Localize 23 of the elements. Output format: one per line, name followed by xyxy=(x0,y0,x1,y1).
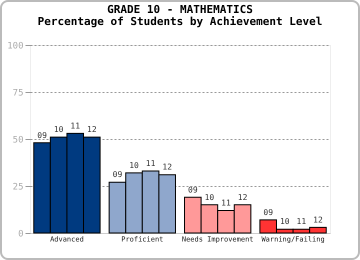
text: 11 xyxy=(146,158,156,168)
text: 10 xyxy=(204,192,214,202)
text: 11 xyxy=(296,217,306,226)
text: 12 xyxy=(238,192,248,202)
text: 11 xyxy=(221,198,231,208)
chart-subtitle: Percentage of Students by Achievement Level xyxy=(38,15,322,28)
text: 12 xyxy=(313,215,323,224)
y-tick-label: 50 xyxy=(12,136,24,146)
text: 09 xyxy=(263,208,274,217)
text: 10 xyxy=(280,217,290,226)
series-label: 10 xyxy=(54,125,64,134)
series-label: 11 xyxy=(70,121,80,130)
series-label: 12 xyxy=(86,125,97,134)
text: 12 xyxy=(162,162,172,172)
y-tick-label: 100 xyxy=(7,42,24,52)
series-label: 09 xyxy=(37,130,48,140)
chart-title: GRADE 10 - MATHEMATICS xyxy=(107,3,253,16)
text: 09 xyxy=(188,185,198,194)
y-tick-label: 75 xyxy=(12,88,24,98)
text: 09 xyxy=(112,170,122,180)
text: 10 xyxy=(129,160,139,170)
y-tick-label: 0 xyxy=(18,230,24,240)
y-tick-label: 25 xyxy=(12,182,24,192)
